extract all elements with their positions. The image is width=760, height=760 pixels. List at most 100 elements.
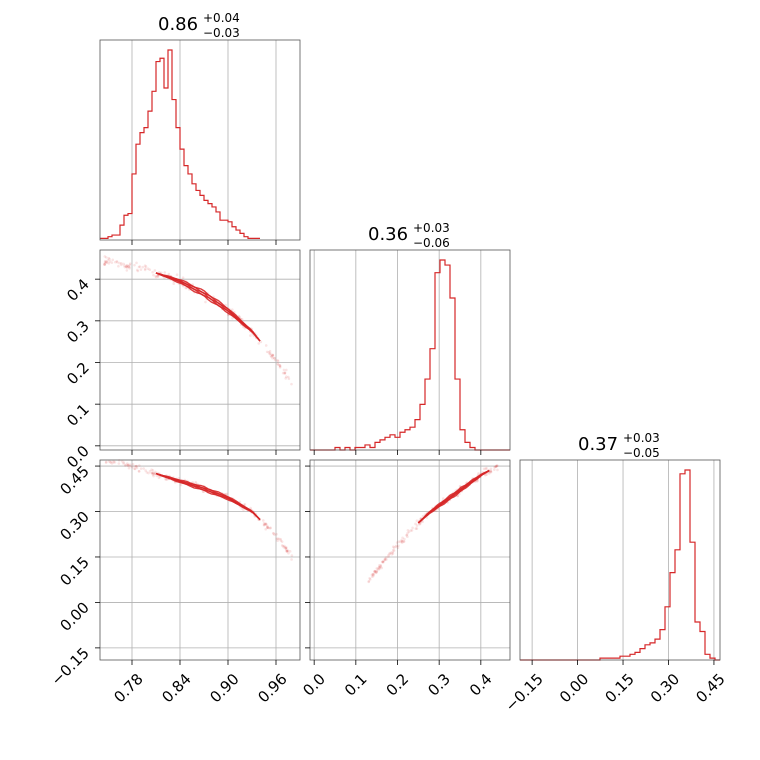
- scatter-point: [411, 526, 414, 530]
- scatter-point: [276, 359, 280, 363]
- x-tick-label: 0.45: [692, 670, 728, 706]
- scatter-point: [485, 466, 488, 470]
- title-plus-error: +0.03: [623, 431, 660, 445]
- scatter-point: [114, 260, 117, 264]
- contour-line: [155, 472, 261, 521]
- scatter-point: [152, 474, 155, 478]
- scatter-point: [387, 555, 390, 558]
- histogram-panel-0: 0.86 +0.04−0.03: [99, 11, 301, 245]
- scatter-point: [110, 462, 114, 465]
- scatter-point: [392, 549, 396, 552]
- scatter-point: [147, 471, 150, 475]
- scatter-point: [268, 349, 272, 353]
- scatter-point: [142, 467, 145, 470]
- scatter-point: [135, 464, 138, 468]
- scatter-point: [268, 352, 271, 356]
- scatter-point: [117, 264, 120, 268]
- scatter-point: [204, 300, 207, 304]
- contour-line: [155, 272, 261, 342]
- scatter-point: [400, 540, 404, 543]
- scatter-point: [496, 468, 499, 472]
- scatter-point: [133, 465, 137, 468]
- scatter-point: [489, 469, 493, 473]
- scatter-point: [287, 377, 291, 381]
- scatter-point: [378, 564, 381, 567]
- scatter-point: [391, 550, 394, 554]
- scatter-point: [269, 354, 273, 357]
- scatter-point: [373, 569, 377, 573]
- scatter-point: [249, 506, 252, 510]
- scatter-point: [125, 265, 128, 269]
- scatter-point: [103, 261, 107, 264]
- scatter-point: [495, 464, 499, 468]
- scatter-point: [484, 467, 488, 470]
- scatter-point: [141, 265, 145, 269]
- panel-frame: [309, 249, 511, 451]
- scatter-point: [266, 526, 270, 529]
- contour-line: [155, 272, 261, 342]
- scatter-point: [379, 564, 383, 567]
- title-plus-error: +0.04: [203, 11, 240, 25]
- scatter-point: [153, 269, 157, 272]
- scatter-point: [489, 470, 493, 474]
- scatter-point: [477, 472, 480, 475]
- scatter-point: [373, 570, 376, 574]
- scatter-point: [392, 548, 395, 552]
- scatter-panel-0-2: 0.78 0.84 0.90 0.96 −0.15 0.00 0.15 0.30 0.45: [48, 459, 301, 706]
- scatter-point: [382, 559, 386, 563]
- scatter-point: [270, 354, 274, 358]
- scatter-point: [125, 265, 128, 268]
- scatter-point: [415, 527, 419, 530]
- scatter-point: [489, 467, 493, 471]
- scatter-point: [405, 533, 409, 537]
- scatter-point: [139, 268, 143, 271]
- x-tick-label: 0.30: [647, 670, 683, 706]
- scatter-point: [264, 522, 268, 525]
- scatter-point: [380, 566, 383, 570]
- scatter-point: [145, 471, 149, 474]
- scatter-point: [284, 546, 288, 550]
- scatter-point: [154, 274, 158, 278]
- scatter-point: [280, 544, 284, 547]
- scatter-point: [125, 266, 129, 269]
- x-tick-label: 0.90: [206, 670, 242, 706]
- y-tick-label: −0.15: [48, 644, 93, 689]
- histogram-steps: [100, 49, 260, 239]
- scatter-point: [276, 358, 279, 362]
- scatter-point: [273, 356, 276, 360]
- scatter-point: [378, 565, 381, 569]
- scatter-point: [113, 460, 117, 464]
- scatter-point: [259, 340, 263, 344]
- scatter-point: [389, 551, 393, 554]
- scatter-point: [201, 490, 205, 493]
- scatter-point: [108, 260, 112, 263]
- scatter-point: [273, 533, 276, 537]
- scatter-point: [272, 532, 276, 535]
- scatter-point: [264, 522, 267, 526]
- scatter-point: [144, 265, 148, 268]
- scatter-point: [107, 256, 111, 260]
- y-tick-label: 0.45: [56, 462, 92, 498]
- scatter-point: [278, 364, 282, 367]
- scatter-point: [133, 467, 136, 471]
- scatter-point: [493, 468, 496, 471]
- scatter-point: [484, 473, 487, 477]
- scatter-point: [126, 462, 129, 465]
- histogram-panel-1: 0.36 +0.03−0.06: [309, 221, 511, 455]
- scatter-point: [383, 557, 387, 561]
- scatter-point: [476, 479, 479, 483]
- scatter-point: [135, 464, 138, 468]
- scatter-point: [271, 353, 274, 357]
- scatter-point: [240, 318, 244, 321]
- scatter-point: [167, 272, 171, 276]
- scatter-point: [157, 476, 161, 480]
- scatter-point: [489, 470, 492, 474]
- scatter-point: [127, 264, 130, 268]
- scatter-point: [104, 260, 108, 264]
- histogram-steps: [310, 259, 510, 451]
- panel-frame: [99, 249, 301, 451]
- scatter-point: [138, 464, 141, 467]
- contour-line: [155, 472, 261, 521]
- scatter-point: [379, 565, 383, 568]
